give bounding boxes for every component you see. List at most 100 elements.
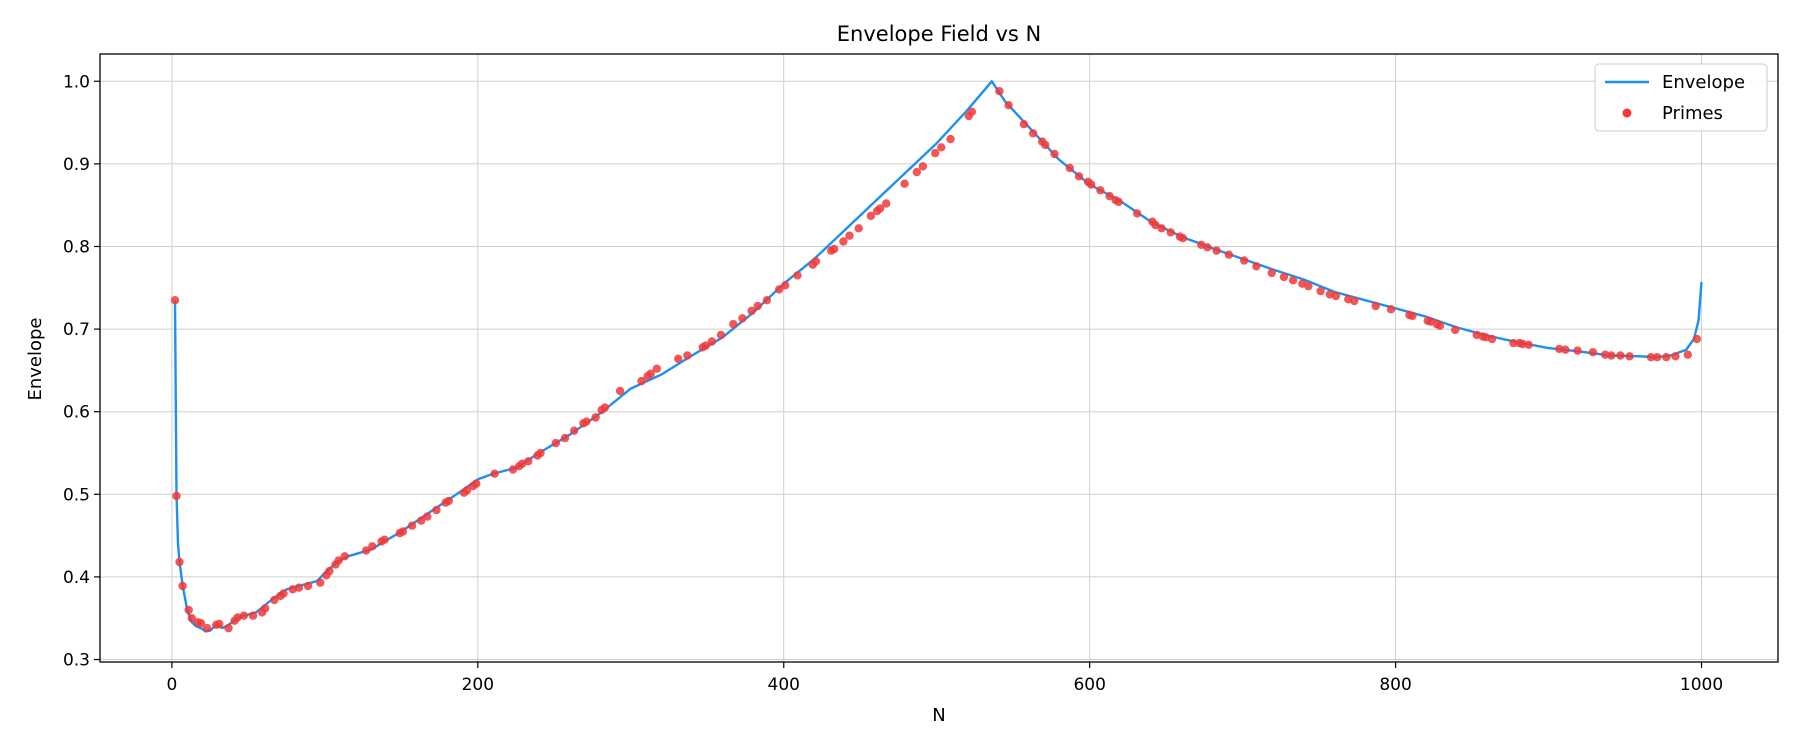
prime-point xyxy=(912,167,921,177)
prime-point xyxy=(362,546,371,555)
prime-point xyxy=(1573,346,1582,355)
prime-point xyxy=(175,557,184,567)
prime-point xyxy=(875,204,885,213)
prime-point xyxy=(172,491,181,501)
prime-point xyxy=(995,87,1004,96)
prime-point xyxy=(729,319,738,329)
prime-point xyxy=(1074,172,1084,181)
prime-point xyxy=(570,426,579,435)
prime-point xyxy=(683,351,692,360)
prime-point xyxy=(1304,281,1313,291)
x-tick-label: 0 xyxy=(166,675,177,695)
prime-point xyxy=(937,143,946,152)
prime-point xyxy=(1524,340,1533,349)
prime-point xyxy=(1050,149,1059,159)
prime-point xyxy=(1408,311,1417,321)
prime-point xyxy=(1151,220,1160,230)
prime-point xyxy=(674,354,683,363)
prime-point xyxy=(1616,351,1625,360)
prime-point xyxy=(170,296,180,305)
prime-point xyxy=(444,496,453,506)
prime-point xyxy=(187,614,196,623)
x-ticks: 0 200 400 600 800 1000 xyxy=(166,662,1723,695)
prime-point xyxy=(368,542,377,551)
x-tick-label: 200 xyxy=(462,675,494,695)
prime-point xyxy=(224,623,233,633)
prime-point xyxy=(1224,250,1234,259)
prime-point xyxy=(793,271,802,280)
x-axis-label: N xyxy=(932,705,945,726)
y-ticks: 0.3 0.4 0.5 0.6 0.7 0.8 0.9 1.0 xyxy=(63,72,100,671)
prime-point xyxy=(1625,352,1634,361)
prime-point xyxy=(1252,262,1261,271)
envelope-line xyxy=(173,80,1703,633)
prime-point xyxy=(738,314,747,323)
y-tick-label: 0.8 xyxy=(63,237,90,257)
prime-point xyxy=(524,457,533,466)
prime-point xyxy=(781,281,790,290)
grid xyxy=(100,54,1778,662)
prime-point xyxy=(1683,350,1693,359)
prime-point xyxy=(1279,272,1289,282)
prime-point xyxy=(1671,352,1680,361)
prime-point xyxy=(1653,353,1662,362)
prime-point xyxy=(1601,350,1610,359)
prime-point xyxy=(279,589,288,598)
y-axis-label: Envelope xyxy=(25,317,46,400)
x-tick-label: 600 xyxy=(1073,675,1105,695)
prime-point xyxy=(1065,163,1075,173)
prime-point xyxy=(918,162,928,171)
x-tick-label: 1000 xyxy=(1680,675,1723,695)
chart-title: Envelope Field vs N xyxy=(837,22,1041,46)
prime-point xyxy=(1371,301,1380,311)
prime-point xyxy=(946,134,955,144)
prime-point xyxy=(1166,228,1175,237)
prime-point xyxy=(900,179,909,188)
prime-point xyxy=(652,364,661,373)
x-tick-label: 400 xyxy=(768,675,800,695)
prime-point xyxy=(753,301,762,311)
prime-point xyxy=(239,611,248,620)
legend-primes-marker xyxy=(1622,108,1632,118)
prime-point xyxy=(866,211,876,221)
prime-point xyxy=(1203,243,1212,252)
prime-point xyxy=(646,369,655,378)
prime-point xyxy=(882,199,891,208)
prime-point xyxy=(1132,209,1142,218)
prime-point xyxy=(1646,353,1656,362)
prime-point xyxy=(1692,334,1702,344)
prime-point xyxy=(536,448,545,458)
prime-point xyxy=(196,619,206,628)
prime-point xyxy=(1555,344,1564,354)
prime-point xyxy=(303,581,313,591)
y-tick-label: 0.5 xyxy=(63,485,90,505)
prime-point xyxy=(261,604,270,613)
prime-point xyxy=(398,527,408,536)
prime-point xyxy=(1662,353,1671,362)
y-tick-label: 0.9 xyxy=(63,155,90,175)
prime-point xyxy=(811,257,821,266)
prime-point xyxy=(1028,129,1038,138)
legend-primes-label: Primes xyxy=(1662,103,1723,124)
prime-point xyxy=(1386,305,1396,314)
prime-point xyxy=(615,386,625,396)
prime-point xyxy=(845,231,854,240)
prime-point xyxy=(1487,334,1497,344)
series-layer xyxy=(170,80,1703,633)
prime-point xyxy=(582,417,591,426)
prime-point xyxy=(1561,345,1570,354)
prime-point xyxy=(1240,256,1249,265)
prime-point xyxy=(340,552,349,561)
prime-point xyxy=(423,512,432,521)
prime-point xyxy=(1588,348,1598,357)
prime-point xyxy=(707,337,717,346)
prime-point xyxy=(462,486,472,495)
prime-point xyxy=(1178,234,1188,243)
prime-point xyxy=(1518,339,1527,349)
prime-point xyxy=(839,237,848,246)
prime-point xyxy=(1267,268,1276,278)
prime-point xyxy=(1435,321,1445,330)
prime-point xyxy=(178,581,187,591)
prime-point xyxy=(1451,325,1460,335)
